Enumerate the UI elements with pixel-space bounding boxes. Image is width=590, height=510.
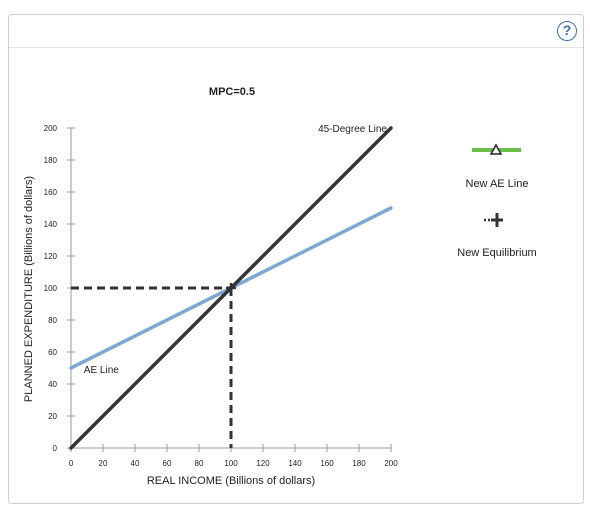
new-ae-line-tool[interactable] [472,143,521,155]
x-tick-label: 160 [320,459,334,468]
y-tick-label: 20 [48,412,57,421]
y-tick-label: 100 [44,284,58,293]
y-tick-label: 40 [48,380,57,389]
new-ae-line-label: New AE Line [466,178,529,190]
x-tick-label: 180 [352,459,366,468]
triangle-marker-icon[interactable] [489,143,503,155]
plot-area: 0 20 40 60 80 100 120 140 160 180 200 0 20 40 60 80 100 1… [44,124,399,468]
x-tick-label: 200 [384,459,398,468]
x-tick-label: 140 [288,459,302,468]
y-tick-label: 160 [44,188,58,197]
x-tick-label: 80 [195,459,204,468]
x-tick-label: 0 [69,459,74,468]
y-tick-label: 0 [53,444,58,453]
y-tick-label: 200 [44,124,58,133]
x-axis-label: REAL INCOME (Billions of dollars) [147,475,315,487]
x-tick-label: 20 [99,459,108,468]
new-equilibrium-label: New Equilibrium [457,247,536,259]
y-tick-label: 180 [44,156,58,165]
new-equilibrium-tool[interactable] [484,213,503,227]
x-tick-label: 60 [163,459,172,468]
ae-line-label: AE Line [84,365,119,376]
y-tick-label: 140 [44,220,58,229]
y-axis-label: PLANNED EXPENDITURE (Billions of dollars… [23,176,35,402]
x-tick-label: 100 [224,459,238,468]
x-tick-label: 40 [131,459,140,468]
y-tick-label: 80 [48,316,57,325]
forty-five-degree-line-label: 45-Degree Line [318,124,387,135]
help-button[interactable]: ? [557,21,577,41]
y-tick-label: 120 [44,252,58,261]
x-tick-label: 120 [256,459,270,468]
chart-title: MPC=0.5 [209,86,255,98]
y-tick-label: 60 [48,348,57,357]
panel-header: ? [9,15,583,48]
question-panel: ? [8,14,584,504]
